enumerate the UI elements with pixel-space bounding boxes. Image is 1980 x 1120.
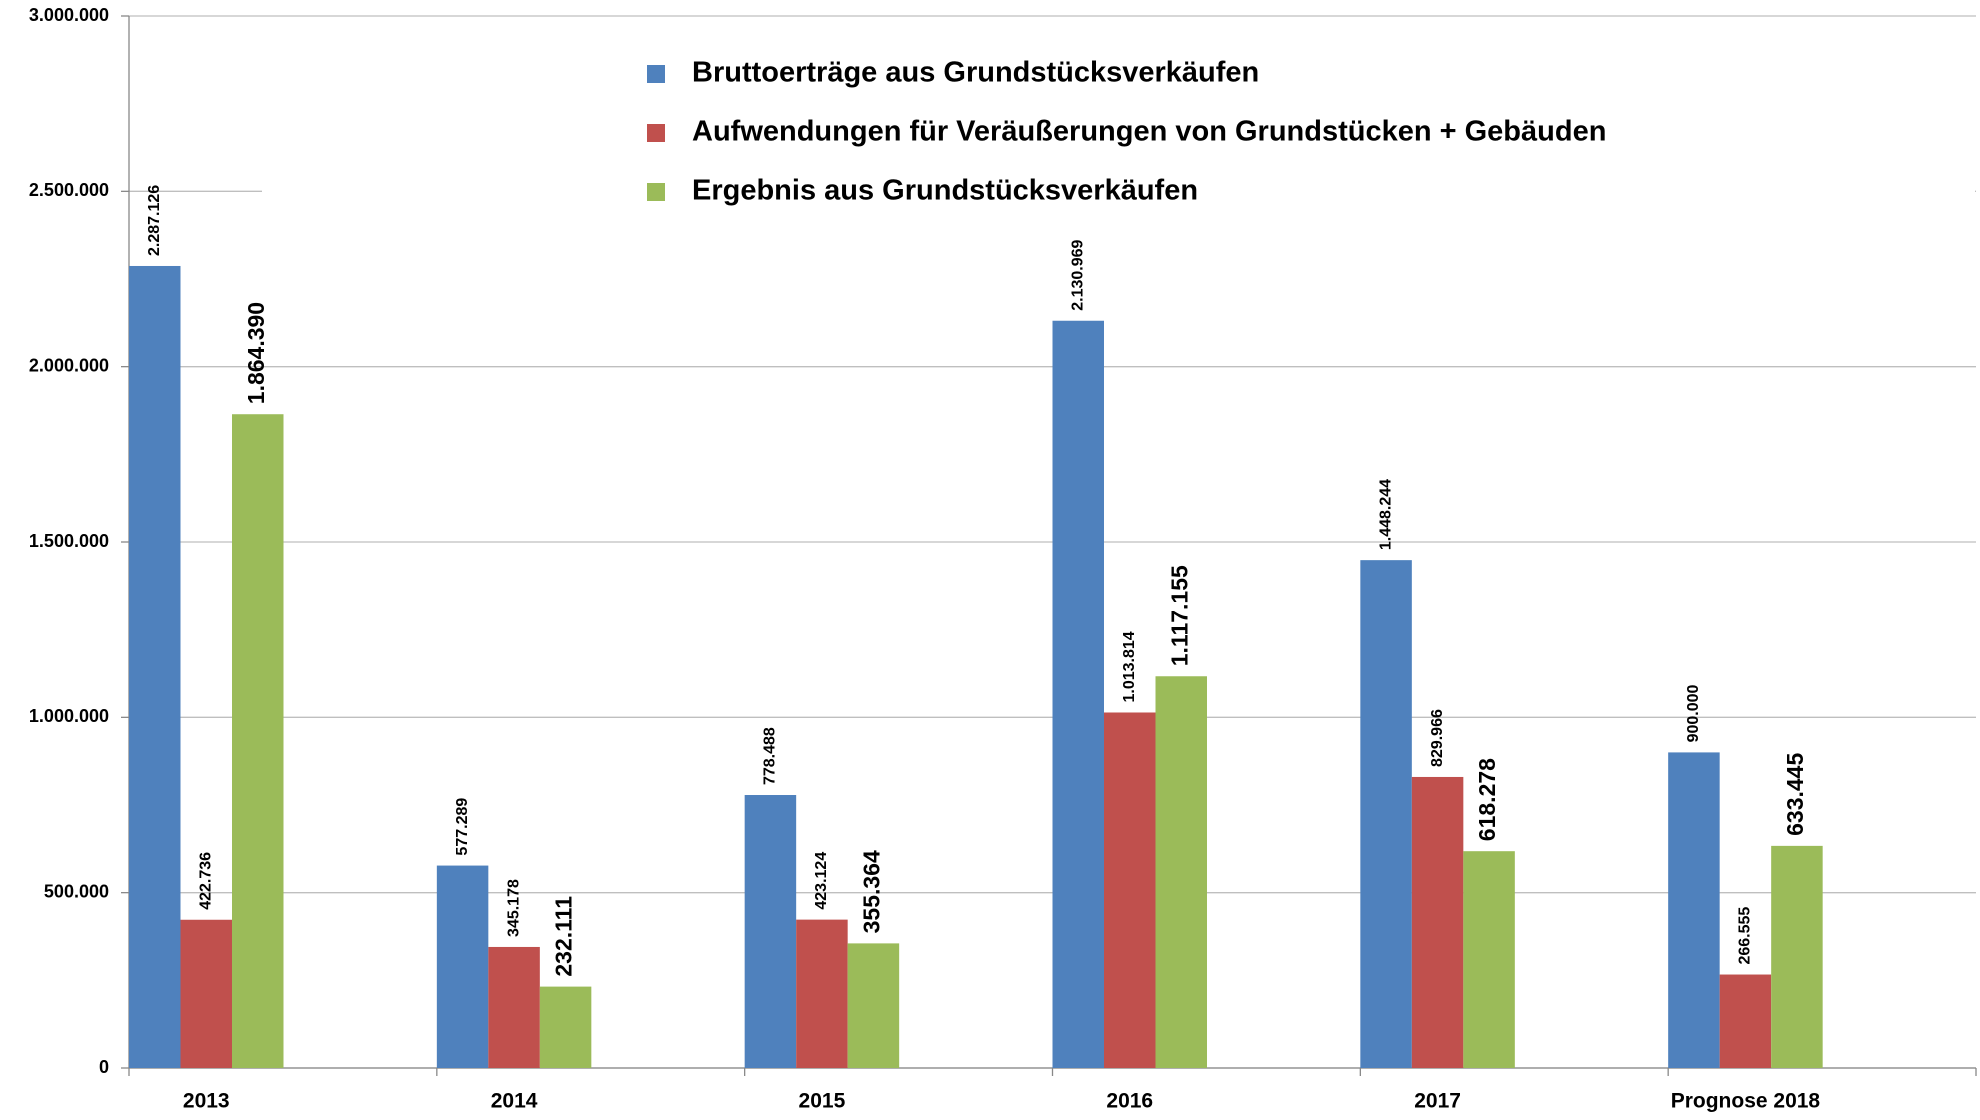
legend-swatch [647,65,665,83]
bar [1052,320,1104,1068]
value-label: 1.117.155 [1166,565,1192,666]
y-tick-label: 2.500.000 [29,180,109,200]
value-label: 422.736 [197,852,214,910]
value-label: 232.111 [551,896,577,977]
value-label: 2.287.126 [146,185,163,256]
value-label: 829.966 [1429,709,1446,767]
legend-background [262,40,1975,260]
bar [488,946,540,1068]
legend-label: Aufwendungen für Veräußerungen von Grund… [692,116,1606,148]
y-tick-label: 500.000 [44,881,109,901]
legend-label: Ergebnis aus Grundstücksverkäufen [692,175,1198,207]
x-tick-label: 2017 [1414,1090,1461,1113]
x-tick-label: Prognose 2018 [1671,1090,1821,1113]
bar [1411,776,1464,1068]
bar [1360,560,1412,1068]
y-tick-label: 1.000.000 [29,706,109,726]
value-label: 1.448.244 [1377,479,1394,550]
legend-swatch [647,183,665,201]
y-tick-label: 2.000.000 [29,355,109,375]
legend-label: Bruttoerträge aus Grundstücksverkäufen [692,57,1259,89]
value-label: 266.555 [1737,907,1754,965]
value-label: 1.013.814 [1121,631,1138,702]
bar [436,865,489,1068]
bar [180,919,232,1068]
value-label: 2.130.969 [1069,239,1086,310]
legend-swatch [647,124,665,142]
bar [1771,845,1823,1068]
bar [1104,712,1156,1068]
bar [539,986,592,1068]
bar [796,919,848,1068]
x-tick-label: 2014 [491,1090,538,1113]
y-tick-label: 3.000.000 [29,5,109,25]
bar [847,943,900,1068]
y-tick-label: 0 [99,1057,109,1077]
value-label: 345.178 [505,879,522,937]
value-label: 900.000 [1685,684,1702,742]
bar [1463,851,1515,1068]
bar [1155,676,1207,1068]
x-tick-label: 2016 [1106,1090,1153,1113]
bar [129,265,181,1068]
value-label: 577.289 [454,798,471,856]
value-label: 778.488 [762,727,779,785]
bar [1719,974,1772,1068]
x-tick-label: 2015 [799,1090,846,1113]
value-label: 618.278 [1474,758,1500,841]
value-label: 355.364 [858,850,884,933]
value-label: 423.124 [813,852,830,910]
x-tick-label: 2013 [183,1090,230,1113]
bar [232,414,284,1068]
bar [1668,752,1720,1068]
value-label: 1.864.390 [243,302,269,404]
bar [744,795,797,1068]
value-label: 633.445 [1782,753,1808,836]
y-tick-label: 1.500.000 [29,531,109,551]
